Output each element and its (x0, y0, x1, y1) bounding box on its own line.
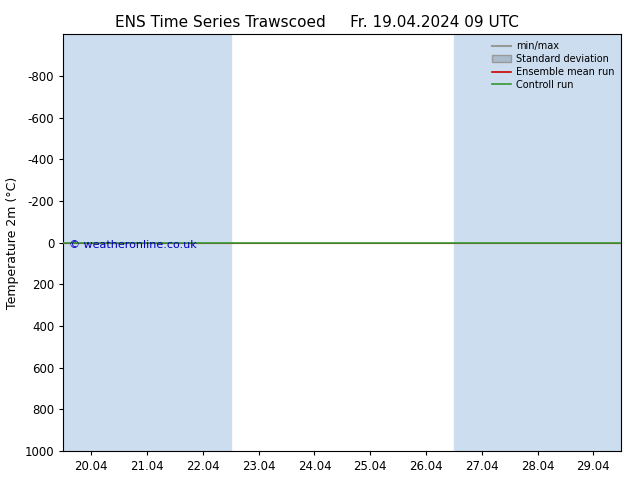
Bar (63, 34, 119, 451)
Bar (119, 34, 231, 451)
Text: ENS Time Series Trawscoed     Fr. 19.04.2024 09 UTC: ENS Time Series Trawscoed Fr. 19.04.2024… (115, 15, 519, 30)
Bar (454, 34, 566, 451)
Y-axis label: Temperature 2m (°C): Temperature 2m (°C) (6, 176, 19, 309)
Bar (566, 34, 621, 451)
Legend: min/max, Standard deviation, Ensemble mean run, Controll run: min/max, Standard deviation, Ensemble me… (488, 37, 618, 94)
Text: © weatheronline.co.uk: © weatheronline.co.uk (69, 241, 197, 250)
